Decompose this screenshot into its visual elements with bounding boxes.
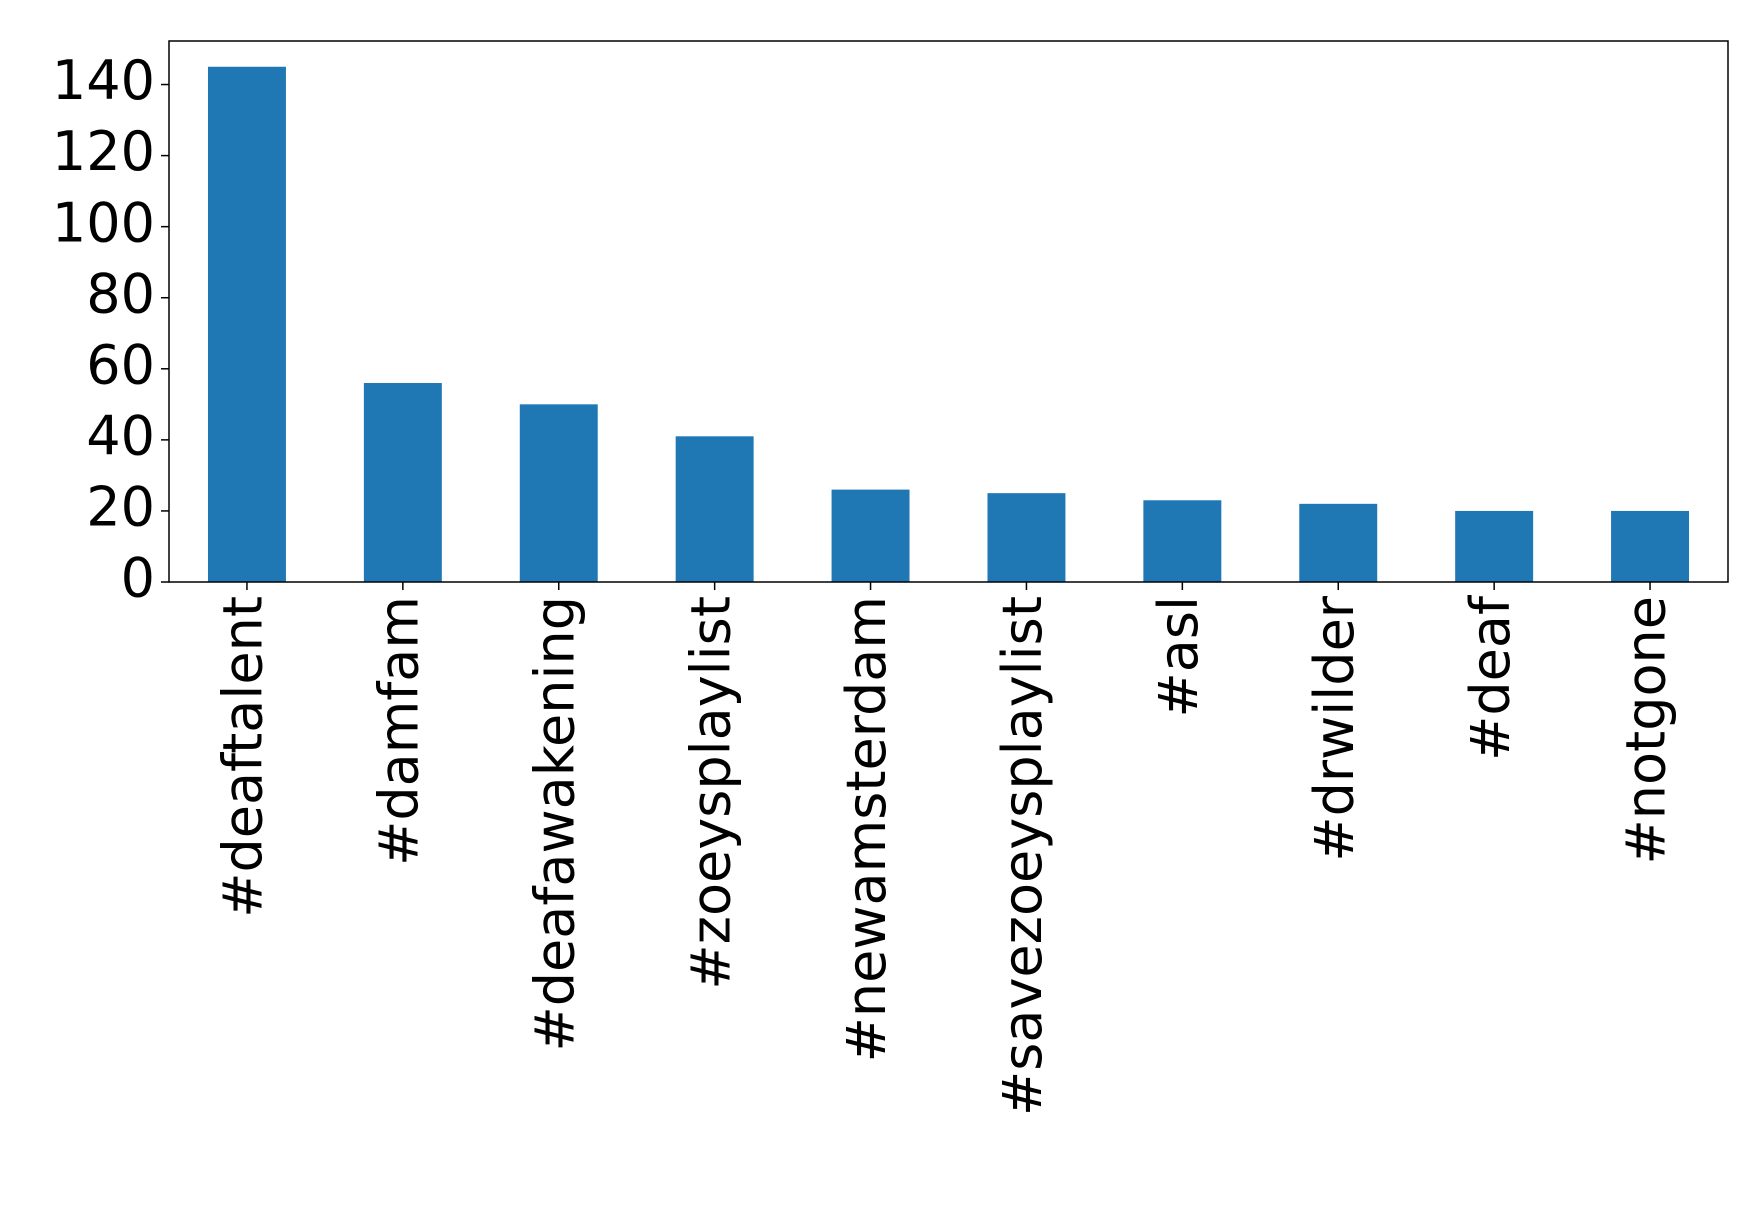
- bar: [363, 383, 442, 582]
- y-tick-label: 80: [86, 262, 155, 325]
- y-tick-label: 100: [52, 191, 155, 254]
- y-tick-label: 20: [86, 476, 155, 539]
- y-tick-label: 120: [52, 120, 155, 183]
- bar: [1299, 503, 1378, 582]
- x-tick-label: #deaf: [1459, 594, 1522, 761]
- bar: [1143, 500, 1222, 582]
- x-tick-label: #notgone: [1615, 596, 1678, 864]
- bar: [831, 489, 910, 582]
- y-tick-label: 140: [52, 49, 155, 112]
- y-tick-label: 60: [86, 333, 155, 396]
- x-tick-label: #zoeysplaylist: [679, 596, 742, 990]
- x-tick-label: #asl: [1147, 596, 1210, 717]
- x-tick-label: #newamsterdam: [835, 596, 898, 1062]
- x-tick-label: #deafawakening: [523, 596, 586, 1052]
- x-tick-label: #damfam: [367, 596, 430, 866]
- bar: [519, 404, 598, 582]
- bar: [1455, 510, 1534, 582]
- bar: [987, 493, 1066, 582]
- x-tick-label: #deaftalent: [212, 596, 275, 918]
- y-tick-label: 0: [121, 547, 155, 610]
- bar: [1611, 510, 1690, 582]
- y-tick-label: 40: [86, 405, 155, 468]
- x-tick-label: #savezoeysplaylist: [991, 596, 1054, 1116]
- plot-frame: [168, 40, 1729, 583]
- bar: [207, 66, 286, 582]
- bar: [675, 436, 754, 582]
- x-tick-label: #drwilder: [1303, 595, 1366, 861]
